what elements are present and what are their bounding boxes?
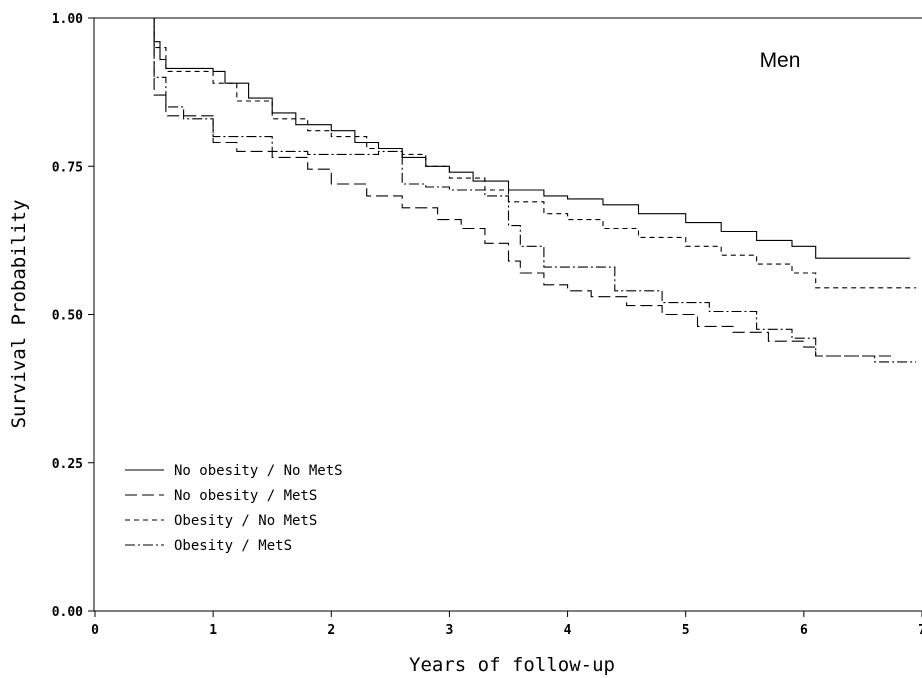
survival-curve-short-dash: [95, 17, 917, 289]
x-ticks: 0 1 2 3 4 5 6 7: [91, 611, 922, 638]
legend-label: Obesity / MetS: [174, 538, 292, 554]
y-tick-label: 0.25: [52, 457, 83, 472]
y-tick-label: 0.00: [52, 605, 83, 620]
x-tick-label: 5: [682, 623, 690, 638]
survival-curve-dash-dot: [95, 17, 917, 363]
x-tick-label: 3: [446, 623, 454, 638]
survival-curves: [95, 17, 917, 363]
legend-label: No obesity / No MetS: [174, 463, 343, 479]
y-axis-title: Survival Probability: [8, 200, 30, 429]
x-tick-label: 4: [564, 623, 572, 638]
x-tick-label: 2: [327, 623, 335, 638]
x-tick-label: 0: [91, 623, 99, 638]
x-tick-label: 7: [918, 623, 922, 638]
legend: No obesity / No MetS No obesity / MetS Obe…: [125, 463, 343, 554]
y-tick-label: 0.75: [52, 160, 83, 175]
survival-curve-long-dash: [95, 17, 893, 357]
x-tick-label: 1: [209, 623, 217, 638]
y-tick-label: 1.00: [52, 12, 83, 27]
legend-label: No obesity / MetS: [174, 488, 317, 504]
legend-label: Obesity / No MetS: [174, 513, 317, 529]
x-tick-label: 6: [800, 623, 808, 638]
y-ticks: 0.00 0.25 0.50 0.75 1.00: [52, 12, 94, 620]
men-annotation: Men: [760, 49, 801, 72]
y-tick-label: 0.50: [52, 309, 83, 324]
x-axis-title: Years of follow-up: [409, 654, 615, 676]
